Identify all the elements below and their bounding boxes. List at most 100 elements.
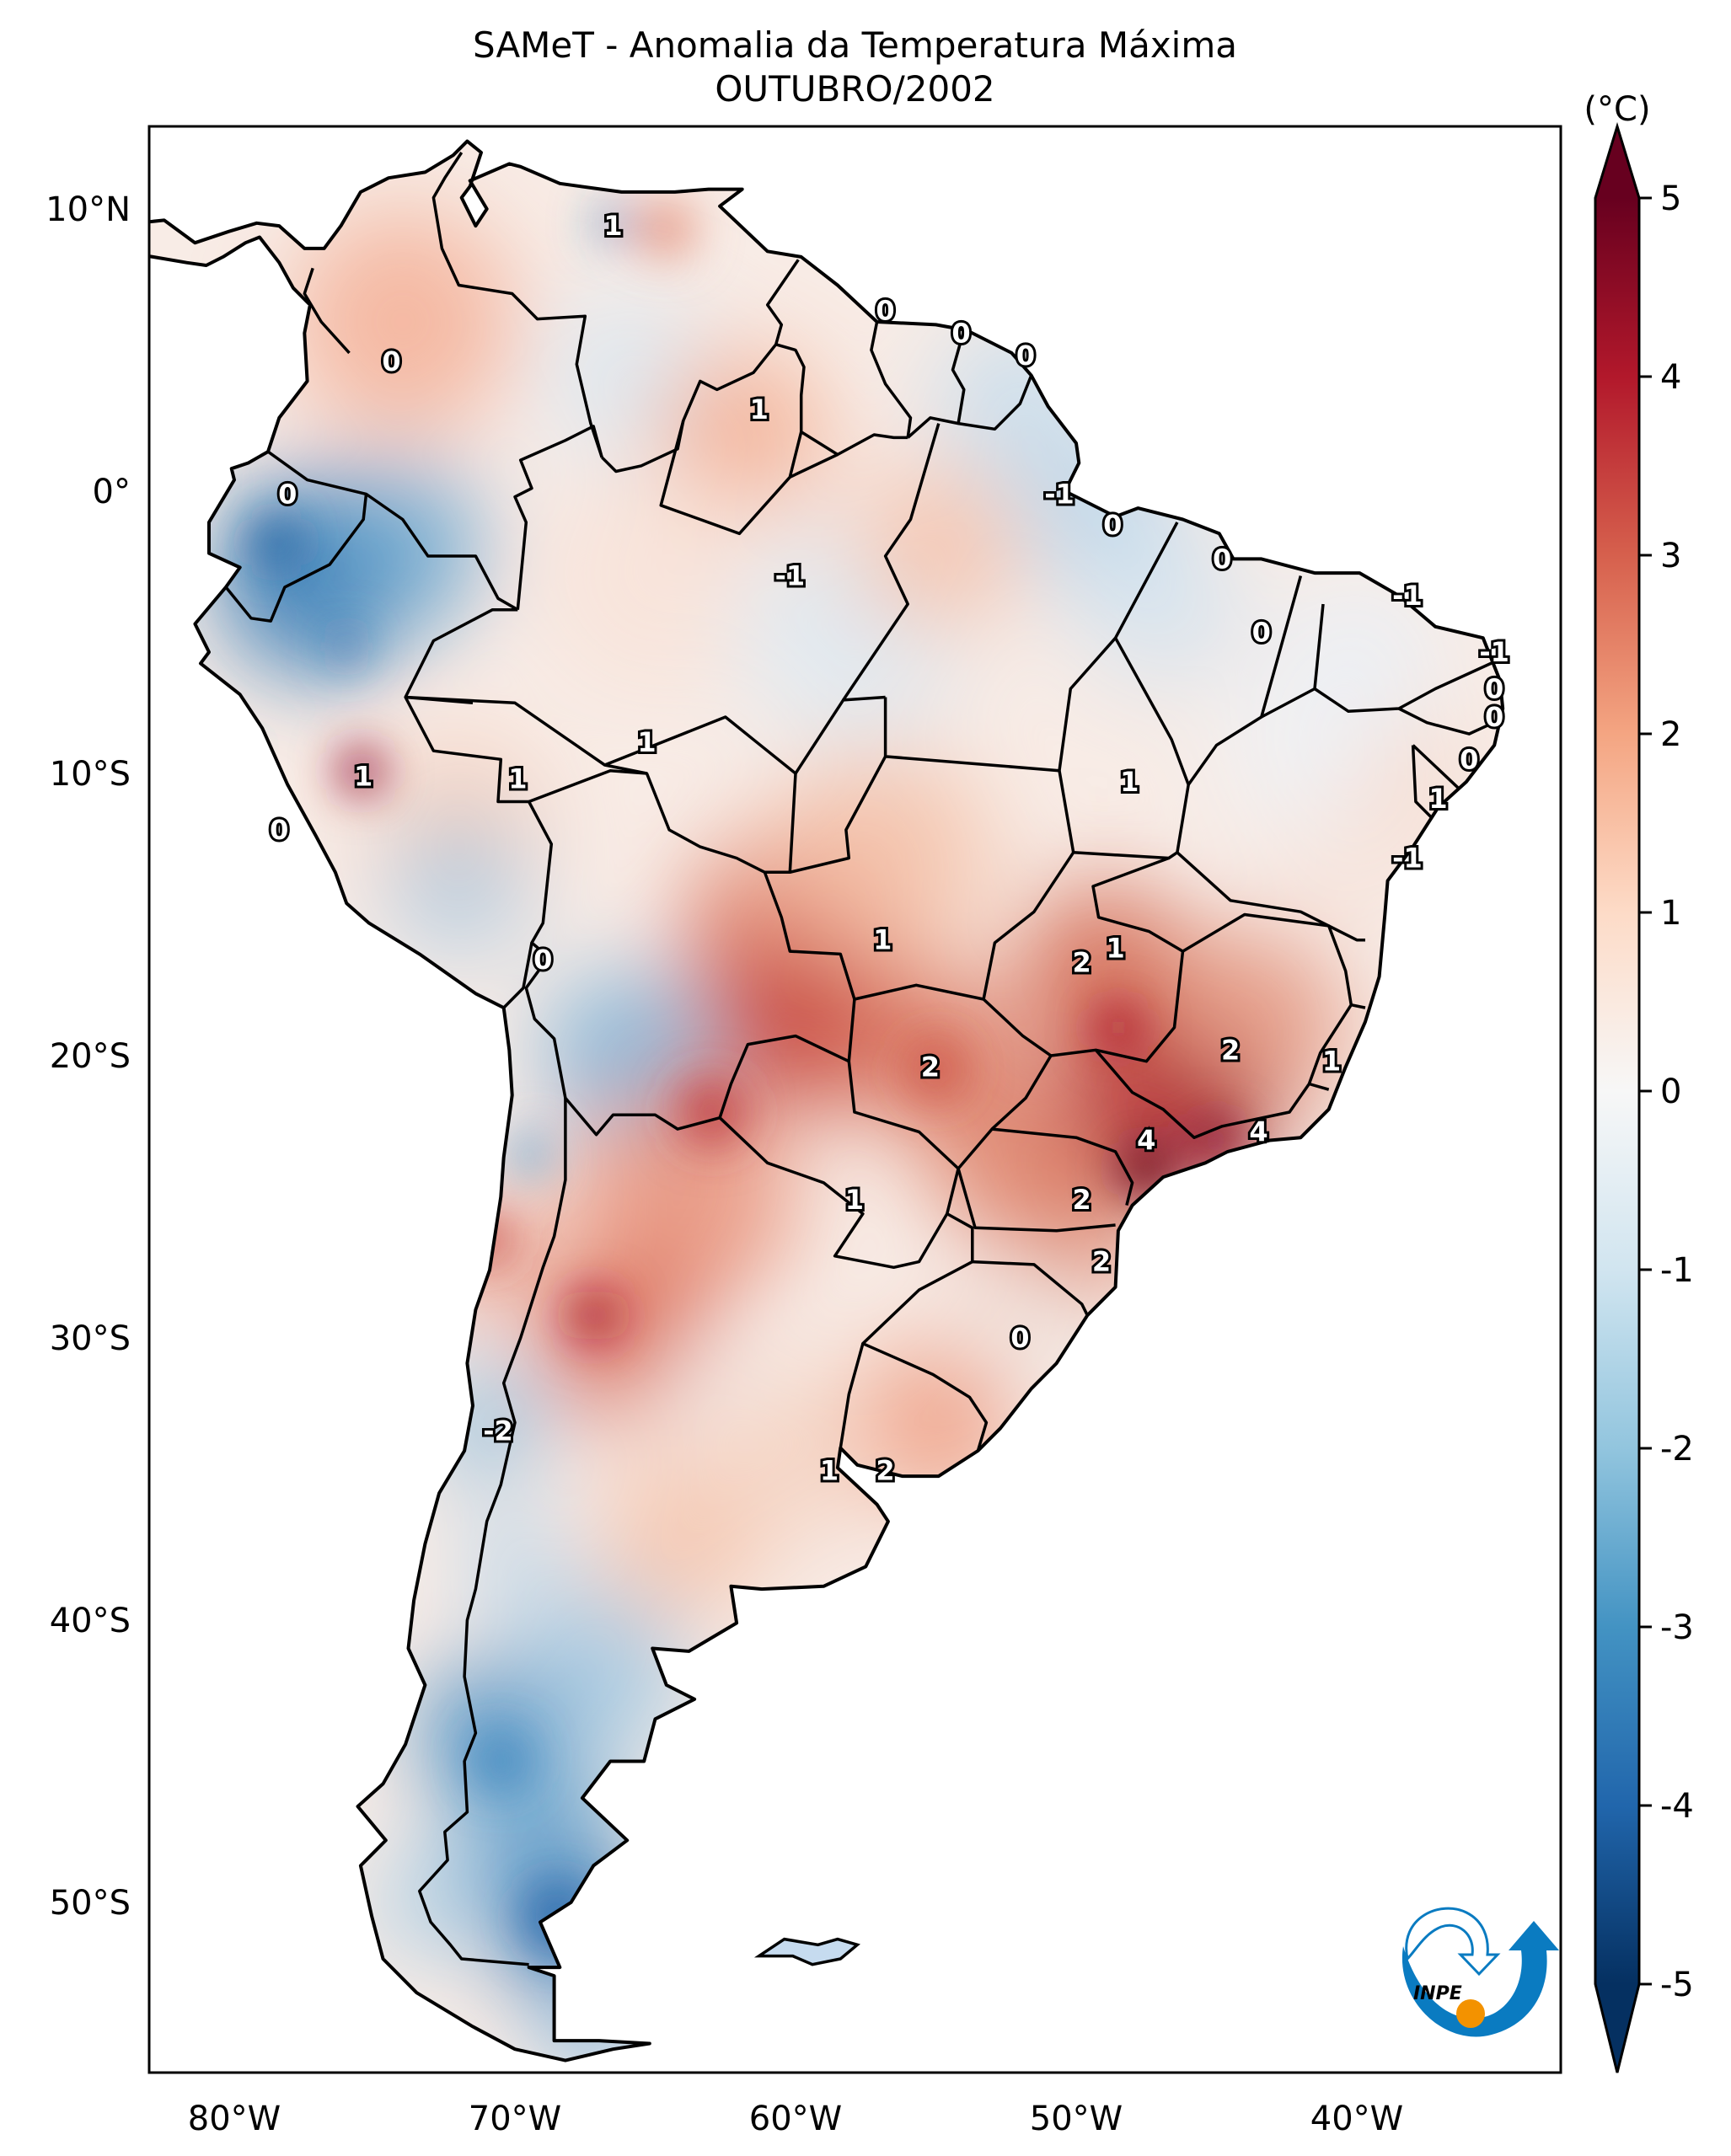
colorbar-tick-label: -1 [1660,1251,1694,1290]
y-tick-label: 0° [93,473,131,511]
anomaly-hotspot [596,206,630,240]
colorbar-extend-min [1595,1984,1639,2073]
contour-label: 1 [873,924,892,956]
logo-swirl-arrow [1401,1921,1559,2037]
logo-outline-arrow [1405,1907,1501,1977]
border-line [513,425,603,610]
border-line [1398,707,1501,736]
border-line [870,321,913,438]
inpe-logo: INPE [1401,1907,1559,2037]
colorbar-tick-label: -3 [1660,1608,1694,1647]
border-line [972,1260,1089,1316]
anomaly-region [1216,661,1385,830]
contour-label: 1 [845,1184,864,1216]
y-tick-label: 20°S [50,1037,131,1076]
border-line [861,1212,989,1452]
border-line [524,768,856,1137]
colorbar-extend-max [1595,126,1639,198]
border-line [1176,851,1365,942]
map-frame [147,125,1562,2074]
contour-label: 1 [1106,933,1124,965]
colorbar-tick-label: -5 [1660,1966,1694,2004]
colorbar-gradient [1595,198,1639,1984]
contour-label: 0 [1016,340,1035,372]
anomaly-hotspot [464,1216,510,1262]
border-line [1187,575,1303,786]
contour-label: 2 [1221,1034,1240,1066]
x-tick-label: 50°W [1030,2100,1123,2138]
contour-label: 2 [876,1454,894,1486]
border-line [842,423,941,701]
contour-label: -1 [1392,580,1423,612]
anomaly-hotspot [638,200,695,257]
contour-label: 2 [921,1051,940,1083]
contour-label: 0 [1460,743,1478,775]
anomaly-region [290,209,515,435]
contour-label: -1 [1392,843,1423,875]
border-line [789,756,887,875]
border-line [1350,1003,1366,1009]
anomaly-region [767,745,993,971]
colorbar-tick-label: -4 [1660,1787,1694,1826]
border-line [224,494,368,623]
y-axis-ticks: 10°N 0° 10°S 20°S 30°S 40°S 50°S [46,190,131,1923]
contour-label: 0 [1103,509,1122,541]
anomaly-hotspot [250,516,302,568]
contour-label: 2 [1073,1184,1091,1216]
border-line [1058,637,1190,860]
border-line [303,267,351,355]
anomaly-hotspot [506,1131,552,1178]
logo-text: INPE [1413,1983,1462,2004]
anomaly-region [501,1859,641,2002]
anomaly-region [1020,886,1189,1056]
colorbar-ticks: 5 4 3 2 1 0 -1 -2 -3 -4 -5 [1639,179,1694,2004]
contour-label: 0 [1213,543,1231,575]
border-line [907,329,966,439]
contour-label: 0 [382,345,400,377]
border-line [718,1061,960,1270]
contour-label: 4 [1137,1125,1155,1157]
y-tick-label: 40°S [50,1602,131,1640]
border-line [991,1127,1134,1206]
anomaly-region [515,1592,683,1762]
border-line [1308,1082,1330,1091]
colorbar-tick-label: 4 [1660,358,1681,397]
contour-label: 1 [820,1454,839,1486]
x-axis-ticks: 80°W 70°W 60°W 50°W 40°W [188,2100,1403,2138]
border-line [854,983,1053,1170]
contour-label: 0 [533,944,552,976]
x-tick-label: 40°W [1310,2100,1403,2138]
border-line [600,259,800,473]
chart-title: SAMeT - Anomalia da Temperatura Máxima O… [149,24,1561,111]
border-line [659,420,803,536]
x-tick-label: 60°W [749,2100,842,2138]
contour-label: 0 [951,317,970,349]
anomaly-region [543,463,768,689]
contour-label: -1 [1479,636,1509,668]
contour-label: 1 [1120,766,1139,798]
anomaly-region [389,816,529,957]
border-line [431,152,603,458]
contour-label: 1 [603,210,622,242]
anomaly-hotspot [1096,1004,1141,1051]
anomaly-region [711,1366,880,1536]
y-tick-label: 10°N [46,190,131,229]
anomaly-hotspot [678,1078,746,1147]
border-line [1411,745,1434,820]
border-line [502,942,533,1009]
anomaly-hotspot [523,1882,591,1950]
border-line [957,1168,1116,1233]
border-line [266,450,519,612]
border-line [1412,744,1460,789]
anomaly-hotspot [338,747,383,794]
border-line [839,1343,865,1448]
contour-label: -1 [1044,478,1075,510]
border-line [405,695,647,775]
contour-label: 0 [278,478,297,510]
y-tick-label: 50°S [50,1884,131,1923]
anomaly-hotspot [568,1290,619,1341]
